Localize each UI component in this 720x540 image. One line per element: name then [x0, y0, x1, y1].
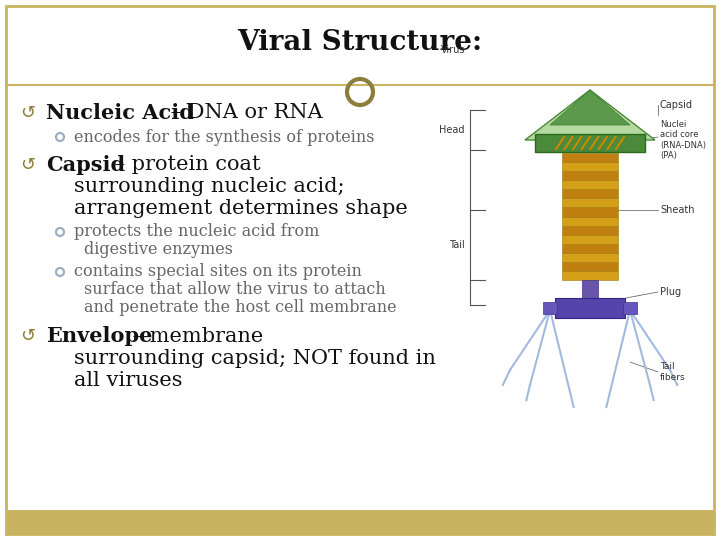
FancyBboxPatch shape — [562, 235, 618, 244]
FancyBboxPatch shape — [562, 180, 618, 190]
FancyBboxPatch shape — [562, 162, 618, 171]
Text: Head: Head — [439, 125, 465, 135]
FancyBboxPatch shape — [562, 198, 618, 207]
Text: Envelope: Envelope — [46, 326, 153, 346]
FancyBboxPatch shape — [562, 190, 618, 198]
Text: Nucleic Acid: Nucleic Acid — [46, 103, 194, 123]
Text: Viral Structure:: Viral Structure: — [238, 30, 482, 57]
Text: Plug: Plug — [660, 287, 681, 297]
Text: Nuclei
acid core
(RNA-DNA)
(PA): Nuclei acid core (RNA-DNA) (PA) — [660, 120, 706, 160]
Text: Virus: Virus — [441, 45, 465, 55]
FancyBboxPatch shape — [562, 217, 618, 226]
FancyBboxPatch shape — [562, 244, 618, 253]
FancyBboxPatch shape — [582, 280, 598, 298]
Text: ↺: ↺ — [20, 156, 35, 174]
Text: Tail: Tail — [449, 240, 465, 250]
Polygon shape — [550, 90, 630, 125]
Text: surrounding capsid; NOT found in: surrounding capsid; NOT found in — [74, 348, 436, 368]
FancyBboxPatch shape — [543, 302, 557, 314]
Text: digestive enzymes: digestive enzymes — [84, 241, 233, 259]
Text: Tail
fibers: Tail fibers — [660, 362, 685, 382]
Text: surrounding nucleic acid;: surrounding nucleic acid; — [74, 178, 345, 197]
Text: protects the nucleic acid from: protects the nucleic acid from — [74, 224, 320, 240]
Text: Sheath: Sheath — [660, 205, 695, 215]
FancyBboxPatch shape — [562, 226, 618, 235]
Text: ↺: ↺ — [20, 104, 35, 122]
FancyBboxPatch shape — [535, 134, 645, 152]
Text: contains special sites on its protein: contains special sites on its protein — [74, 264, 362, 280]
Text: – membrane: – membrane — [126, 327, 264, 346]
Text: arrangement determines shape: arrangement determines shape — [74, 199, 408, 219]
FancyBboxPatch shape — [555, 298, 625, 318]
Text: ↺: ↺ — [20, 327, 35, 345]
Text: – protein coat: – protein coat — [108, 156, 261, 174]
FancyBboxPatch shape — [623, 302, 637, 314]
Text: surface that allow the virus to attach: surface that allow the virus to attach — [84, 281, 386, 299]
Text: – DNA or RNA: – DNA or RNA — [164, 104, 323, 123]
FancyBboxPatch shape — [6, 510, 714, 534]
FancyBboxPatch shape — [562, 207, 618, 217]
Text: all viruses: all viruses — [74, 370, 182, 389]
FancyBboxPatch shape — [562, 253, 618, 262]
Text: encodes for the synthesis of proteins: encodes for the synthesis of proteins — [74, 129, 374, 145]
Text: and penetrate the host cell membrane: and penetrate the host cell membrane — [84, 300, 397, 316]
FancyBboxPatch shape — [562, 271, 618, 280]
Polygon shape — [525, 90, 655, 140]
FancyBboxPatch shape — [562, 171, 618, 180]
Text: Capsid: Capsid — [660, 100, 693, 110]
FancyBboxPatch shape — [6, 6, 714, 534]
FancyBboxPatch shape — [562, 153, 618, 162]
Text: Capsid: Capsid — [46, 155, 125, 175]
FancyBboxPatch shape — [562, 262, 618, 271]
